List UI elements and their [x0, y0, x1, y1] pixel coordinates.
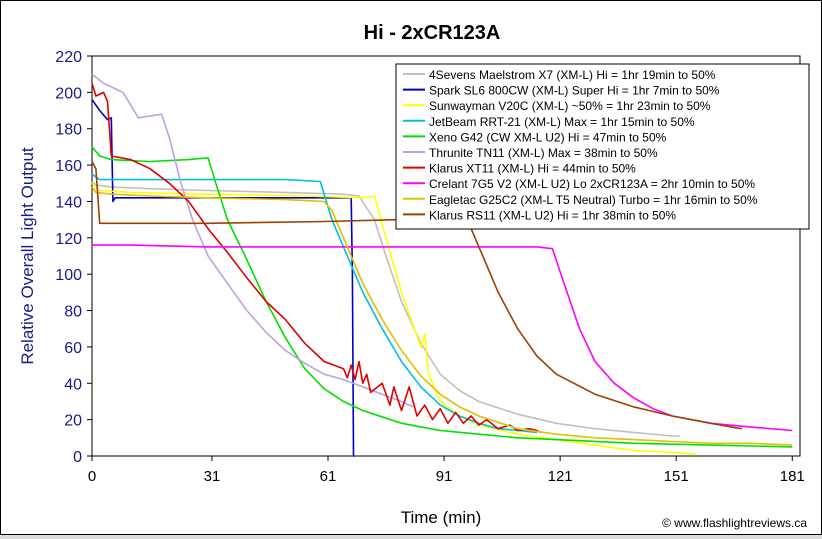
y-axis-ticks: 0 20 40 60 80 100 120 140 160 180 200 220 — [55, 49, 92, 466]
y-tick-label: 120 — [55, 231, 82, 248]
chart-title: Hi - 2xCR123A — [364, 22, 501, 44]
x-axis-ticks: 0 31 61 91 121 151 181 — [88, 456, 805, 485]
legend-entry: Eagletac G25C2 (XM-L T5 Neutral) Turbo =… — [429, 193, 758, 207]
legend-box — [395, 63, 810, 230]
legend-entry: Xeno G42 (CW XM-L U2) Hi = 47min to 50% — [429, 130, 667, 144]
series-line-1 — [91, 180, 681, 437]
x-tick-label: 121 — [548, 468, 573, 485]
y-tick-label: 100 — [55, 267, 82, 284]
y-axis-label: Relative Overall Light Output — [18, 147, 37, 365]
y-tick-label: 220 — [55, 49, 82, 66]
legend-entry: 4Sevens Maelstrom X7 (XM-L) Hi = 1hr 19m… — [429, 68, 716, 82]
y-tick-label: 140 — [55, 194, 82, 211]
series-line-4 — [91, 173, 537, 434]
x-tick-label: 151 — [664, 468, 689, 485]
series-line-6 — [91, 73, 414, 408]
y-tick-label: 20 — [64, 413, 82, 430]
y-tick-label: 200 — [55, 85, 82, 102]
x-tick-label: 31 — [204, 468, 221, 485]
y-tick-label: 0 — [73, 449, 82, 466]
series-line-3 — [91, 182, 696, 455]
series-lines — [91, 73, 793, 457]
x-tick-label: 91 — [436, 468, 453, 485]
legend-entry: Thrunite TN11 (XM-L) Max = 38min to 50% — [429, 146, 658, 160]
series-line-10 — [91, 161, 743, 430]
x-tick-label: 0 — [88, 468, 96, 485]
x-tick-label: 181 — [780, 468, 805, 485]
legend: 4Sevens Maelstrom X7 (XM-L) Hi = 1hr 19m… — [395, 63, 810, 230]
legend-entry: Spark SL6 800CW (XM-L) Super Hi = 1hr 7m… — [429, 84, 720, 98]
series-line-7 — [91, 83, 542, 434]
x-axis-label: Time (min) — [401, 508, 482, 527]
y-tick-label: 40 — [64, 376, 82, 393]
credit-text: © www.flashlightreviews.ca — [662, 516, 807, 530]
legend-entry: Klarus XT11 (XM-L) Hi = 44min to 50% — [429, 162, 636, 176]
y-tick-label: 80 — [64, 304, 82, 321]
legend-entry: JetBeam RRT-21 (XM-L) Max = 1hr 15min to… — [429, 115, 695, 129]
series-line-2 — [91, 99, 356, 457]
series-line-9 — [91, 186, 793, 446]
y-tick-label: 60 — [64, 340, 82, 357]
legend-entry: Klarus RS11 (XM-L U2) Hi = 1hr 38min to … — [429, 208, 676, 222]
legend-entry: Sunwayman V20C (XM-L) ~50% = 1hr 23min t… — [429, 99, 711, 113]
legend-entry: Crelant 7G5 V2 (XM-L U2) Lo 2xCR123A = 2… — [429, 177, 755, 191]
y-tick-label: 180 — [55, 122, 82, 139]
y-tick-label: 160 — [55, 158, 82, 175]
x-tick-label: 61 — [320, 468, 337, 485]
